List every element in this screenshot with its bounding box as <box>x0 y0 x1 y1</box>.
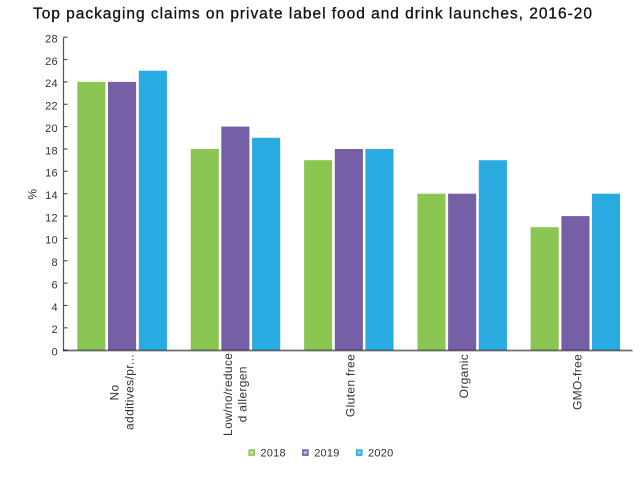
svg-text:GMO-free: GMO-free <box>571 354 585 410</box>
svg-text:8: 8 <box>52 257 58 269</box>
svg-text:20: 20 <box>45 123 58 135</box>
svg-text:additives/pr...: additives/pr... <box>122 354 136 430</box>
svg-text:28: 28 <box>45 34 58 46</box>
svg-text:10: 10 <box>45 235 58 247</box>
svg-text:%: % <box>25 189 39 200</box>
svg-text:18: 18 <box>45 145 58 157</box>
svg-text:2: 2 <box>52 324 58 336</box>
svg-text:12: 12 <box>45 212 58 224</box>
svg-text:Top packaging claims on privat: Top packaging claims on private label fo… <box>33 6 593 23</box>
svg-text:26: 26 <box>45 56 58 68</box>
svg-text:No: No <box>108 384 122 400</box>
svg-text:0: 0 <box>52 347 58 359</box>
svg-text:24: 24 <box>45 78 58 90</box>
svg-text:d allergen: d allergen <box>236 366 250 422</box>
svg-text:22: 22 <box>45 101 58 113</box>
svg-text:6: 6 <box>52 279 58 291</box>
svg-text:4: 4 <box>52 302 58 314</box>
svg-text:Organic: Organic <box>457 354 471 398</box>
svg-text:16: 16 <box>45 168 58 180</box>
svg-text:Gluten free: Gluten free <box>344 354 358 417</box>
svg-text:14: 14 <box>45 190 58 202</box>
svg-text:2018: 2018 <box>260 448 285 460</box>
svg-text:Low/no/reduce: Low/no/reduce <box>221 353 235 436</box>
svg-text:2020: 2020 <box>368 448 393 460</box>
svg-text:2019: 2019 <box>314 448 339 460</box>
